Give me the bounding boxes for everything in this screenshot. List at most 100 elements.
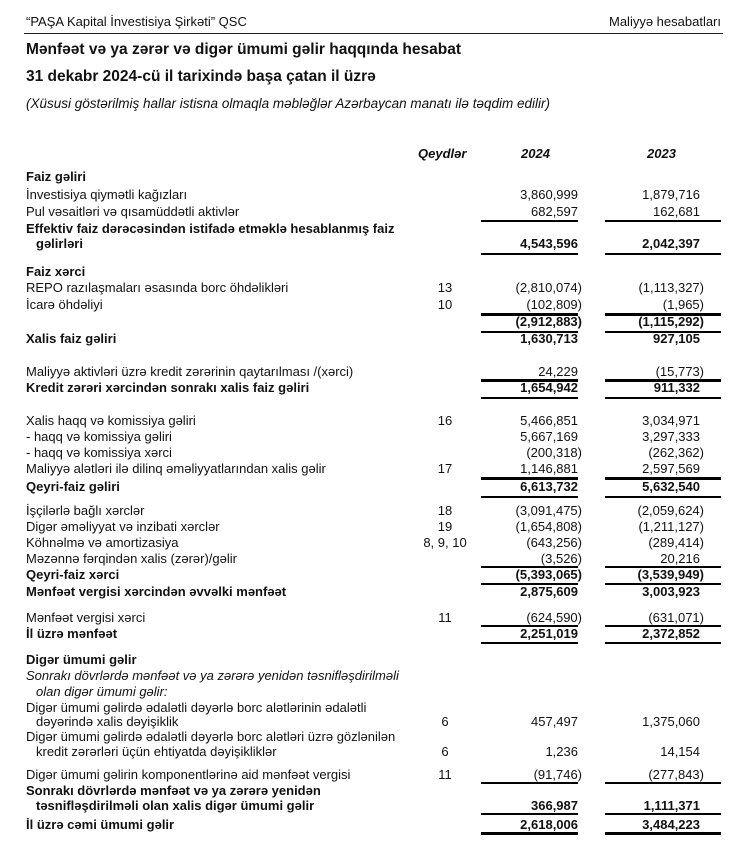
total-rule: [481, 813, 578, 815]
value-2024: 4,543,596: [520, 236, 578, 251]
row-note: 18: [437, 503, 453, 518]
table-row: Digər ümumi gəlir: [0, 652, 745, 668]
row-label: - haqq və komissiya xərci: [26, 445, 172, 460]
row-label: Faiz gəliri: [26, 169, 86, 184]
value-2023: 1,111,371: [643, 798, 700, 813]
table-row: Maliyyə aktivləri üzrə kredit zərərinin …: [0, 364, 745, 380]
column-header-2023: 2023: [647, 146, 676, 161]
row-label: Qeyri-faiz gəliri: [26, 479, 120, 494]
table-row: kredit zərərləri üçün ehtiyatda dəyişikl…: [0, 744, 745, 760]
total-rule: [605, 313, 721, 316]
table-row: İl üzrə cəmi ümumi gəlir 2,618,006 3,484,2…: [0, 817, 745, 833]
row-label: - haqq və komissiya gəliri: [26, 429, 172, 444]
total-rule: [481, 379, 578, 382]
value-2023: (15,773): [655, 364, 704, 379]
value-2023: 927,105: [653, 331, 700, 346]
row-label: Faiz xərci: [26, 264, 86, 279]
value-2023: 162,681: [653, 204, 700, 219]
total-rule: [605, 220, 721, 222]
row-label: Mənfəət vergisi xərci: [26, 610, 146, 625]
row-label: Pul vəsaitləri və qısamüddətli aktivlər: [26, 204, 240, 219]
value-2024: 24,229: [538, 364, 578, 379]
value-2024: 1,236: [545, 744, 578, 759]
total-rule: [481, 496, 578, 498]
value-2023: 3,297,333: [642, 429, 700, 444]
value-2023: (2,059,624): [637, 503, 705, 518]
table-row: gəlirləri 4,543,596 2,042,397: [0, 236, 745, 252]
table-row: Faiz gəliri: [0, 169, 745, 185]
table-row: təsnifləşdirilməli olan xalis digər ümum…: [0, 798, 745, 814]
total-rule: [605, 477, 721, 480]
table-row: - haqq və komissiya xərci (200,318) (262,3…: [0, 445, 745, 461]
row-note: 16: [437, 413, 453, 428]
value-2024: 1,146,881: [520, 461, 578, 476]
page-title: Mənfəət və ya zərər və digər ümumi gəlir…: [26, 41, 461, 58]
value-2024: (1,654,808): [515, 519, 583, 534]
table-row: Xalis haqq və komissiya gəliri 16 5,466,85…: [0, 413, 745, 429]
table-row: Digər ümumi gəlirin komponentlərinə aid …: [0, 767, 745, 783]
total-rule: [605, 379, 721, 382]
value-2024: 2,618,006: [520, 817, 578, 832]
table-row: Qeyri-faiz gəliri 6,613,732 5,632,540: [0, 479, 745, 495]
value-2024: (3,526): [540, 551, 582, 566]
total-rule: [481, 642, 578, 644]
currency-note: (Xüsusi göstərilmiş hallar istisna olmaq…: [26, 96, 550, 111]
row-label: Qeyri-faiz xərci: [26, 567, 120, 582]
value-2023: 14,154: [660, 744, 700, 759]
header-divider: [24, 33, 723, 34]
row-note: 13: [437, 280, 453, 295]
row-label: olan digər ümumi gəlir:: [36, 684, 168, 699]
total-rule: [481, 566, 578, 568]
total-rule: [605, 832, 721, 835]
row-label: Digər əməliyyat və inzibati xərclər: [26, 519, 220, 534]
row-note: 11: [438, 610, 452, 625]
value-2023: (1,113,327): [638, 280, 704, 295]
row-note: 10: [437, 297, 453, 312]
value-2023: 3,034,971: [642, 413, 700, 428]
row-note: 8, 9, 10: [423, 535, 467, 550]
value-2023: (1,115,292): [638, 314, 704, 329]
table-row: Pul vəsaitləri və qısamüddətli aktivlər 6…: [0, 204, 745, 220]
row-label: REPO razılaşmaları əsasında borc öhdəlik…: [26, 280, 289, 295]
table-row: Mənfəət vergisi xərcindən əvvəlki mənfəə…: [0, 584, 745, 600]
row-label: İl üzrə cəmi ümumi gəlir: [26, 817, 175, 832]
value-2024: (643,256): [526, 535, 582, 550]
total-rule: [605, 397, 721, 399]
value-2024: (2,810,074): [515, 280, 583, 295]
value-2023: 2,372,852: [642, 626, 700, 641]
total-rule: [605, 331, 721, 333]
table-row: (2,912,883) (1,115,292): [0, 314, 745, 330]
row-note: 17: [437, 461, 453, 476]
value-2023: 5,632,540: [642, 479, 700, 494]
value-2023: 3,003,923: [642, 584, 700, 599]
total-rule: [481, 397, 578, 399]
total-rule: [605, 253, 721, 255]
total-rule: [605, 566, 721, 568]
table-row: İşçilərlə bağlı xərclər 18 (3,091,475) (2,0…: [0, 503, 745, 519]
row-note: 19: [437, 519, 453, 534]
row-label: Digər ümumi gəlirdə ədalətli dəyərlə bor…: [26, 700, 367, 715]
row-label: gəlirləri: [36, 236, 83, 251]
row-label: Maliyyə alətləri ilə dilinq əməliyyatlar…: [26, 461, 326, 476]
value-2024: 682,597: [531, 204, 578, 219]
value-2024: 2,251,019: [520, 626, 578, 641]
table-row: REPO razılaşmaları əsasında borc öhdəlik…: [0, 280, 745, 296]
value-2024: 5,466,851: [520, 413, 578, 428]
row-label: Kredit zərəri xərcindən sonrakı xalis fa…: [26, 380, 310, 395]
value-2023: (289,414): [648, 535, 704, 550]
table-row: Digər ümumi gəlirdə ədalətli dəyərlə bor…: [0, 700, 745, 716]
row-label: Digər ümumi gəlirin komponentlərinə aid …: [26, 767, 351, 782]
value-2023: 911,332: [653, 380, 700, 395]
row-label: Sonrakı dövrlərdə mənfəət və ya zərərə y…: [26, 668, 399, 683]
value-2024: (91,746): [533, 767, 582, 782]
table-row: İl üzrə mənfəət 2,251,019 2,372,852: [0, 626, 745, 642]
company-name: “PAŞA Kapital İnvestisiya Şirkəti” QSC: [26, 14, 247, 29]
table-row: Digər əməliyyat və inzibati xərclər 19 (1,…: [0, 519, 745, 535]
table-row: Digər ümumi gəlirdə ədalətli dəyərlə bor…: [0, 729, 745, 745]
row-label: təsnifləşdirilməli olan xalis digər ümum…: [36, 798, 315, 813]
table-row: Kredit zərəri xərcindən sonrakı xalis fa…: [0, 380, 745, 396]
value-2023: 3,484,223: [642, 817, 700, 832]
row-label: Effektiv faiz dərəcəsindən istifadə etmə…: [26, 221, 395, 236]
table-row: Sonrakı dövrlərdə mənfəət və ya zərərə y…: [0, 668, 745, 684]
total-rule: [481, 253, 578, 255]
